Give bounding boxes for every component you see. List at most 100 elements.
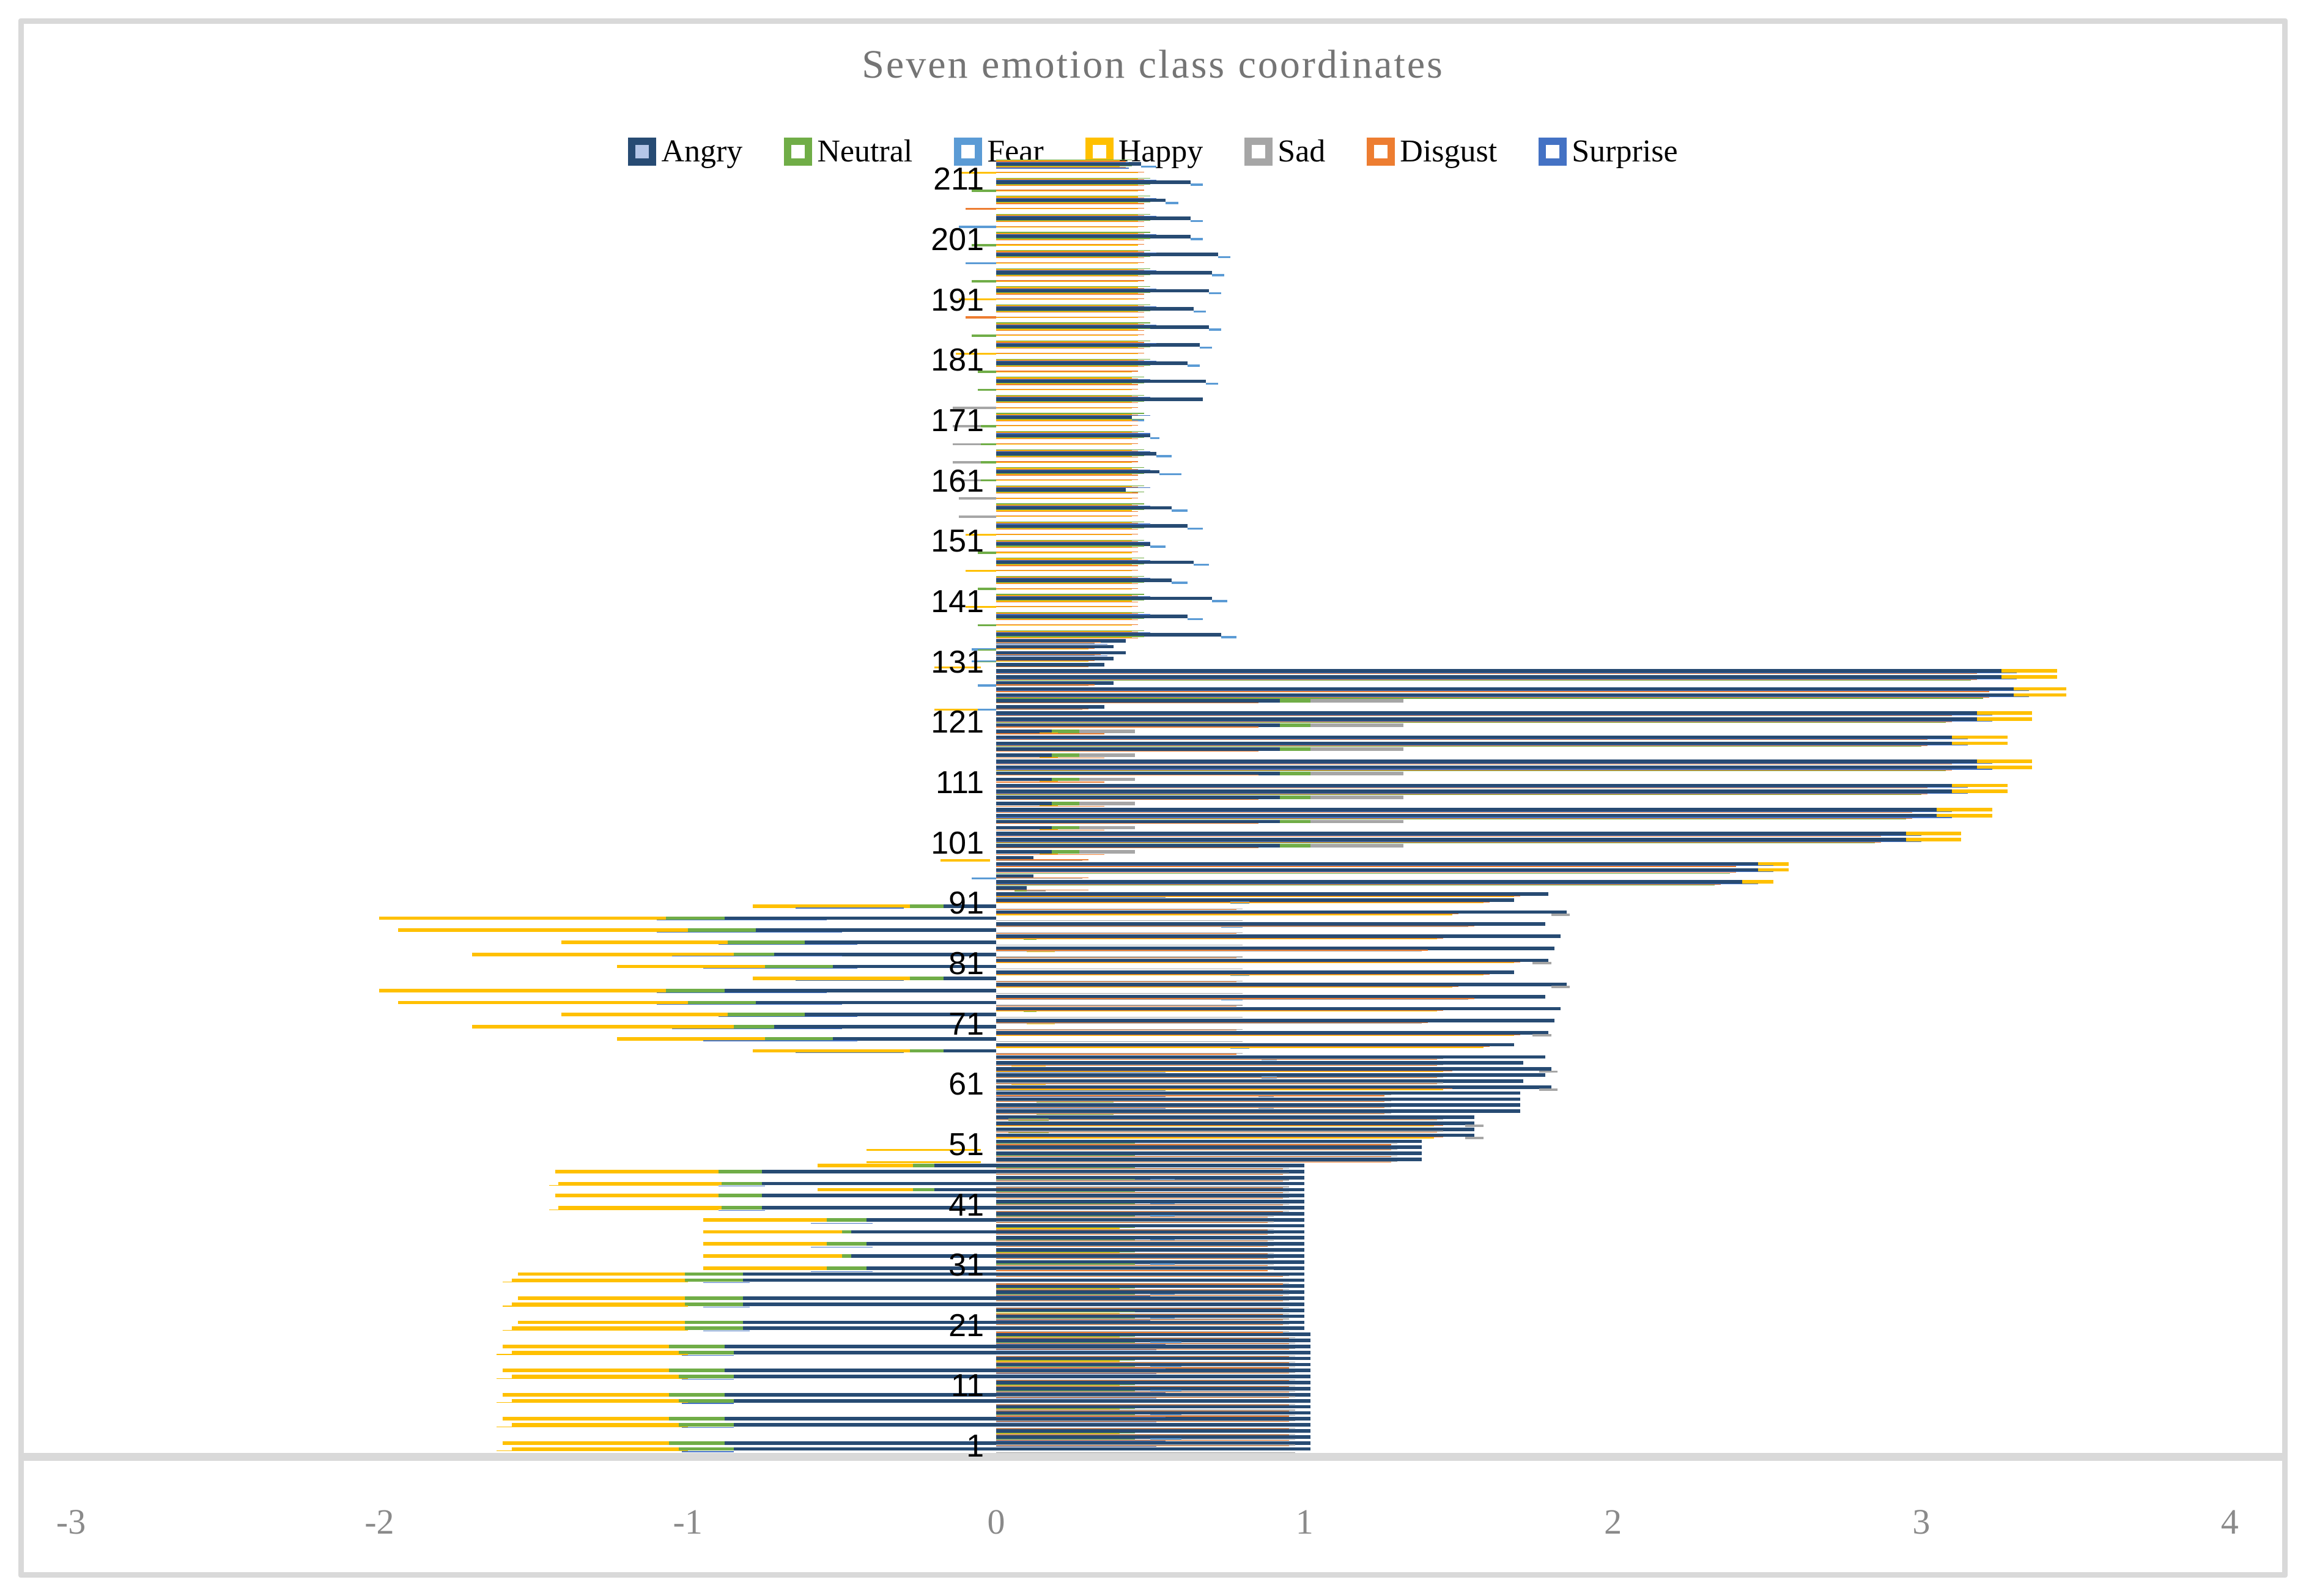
x-tick-label: -2	[364, 1502, 394, 1542]
bar-segment-A	[761, 1206, 1305, 1210]
bar-segment-A	[996, 1362, 1311, 1367]
bar-segment-F	[1221, 636, 1237, 638]
bar-segment-U	[996, 896, 1166, 898]
bar-segment-N	[841, 1230, 851, 1234]
bar-segment-A	[761, 1169, 1305, 1173]
bar-segment-A	[996, 1236, 1305, 1240]
bar-segment-A	[944, 904, 996, 908]
bar-segment-U	[996, 1344, 1166, 1345]
y-tick-label: 71	[948, 1006, 984, 1042]
bar-segment-S	[996, 1186, 1290, 1188]
bar-segment-D	[996, 443, 1138, 444]
bar-segment-D	[996, 1439, 1290, 1441]
bar-segment-D	[996, 1246, 1268, 1247]
bar-segment-N	[678, 1447, 734, 1451]
bar-segment-N	[684, 1278, 744, 1282]
bar-segment-S	[1079, 729, 1135, 733]
bar-segment-A	[743, 1320, 1305, 1324]
bar-segment-A	[996, 1109, 1521, 1113]
bar-segment-D	[996, 565, 1138, 566]
bar-segment-A	[734, 1375, 1311, 1379]
bar-segment-F	[1187, 364, 1200, 367]
bar-segment-U	[703, 1040, 858, 1041]
bar-segment-A	[996, 771, 1280, 775]
bar-segment-N	[909, 977, 944, 980]
bar-segment-A	[996, 855, 1033, 860]
bar-segment-D	[996, 1005, 1237, 1007]
bar-segment-A	[996, 1405, 1311, 1409]
bar-segment-D	[996, 257, 1145, 259]
bar-segment-S	[996, 1299, 1290, 1301]
bar-segment-S	[1079, 777, 1135, 781]
bar-segment-H	[996, 1137, 1435, 1139]
bar-segment-A	[996, 777, 1052, 781]
bar-segment-U	[796, 980, 904, 981]
bar-segment-S	[996, 1228, 1274, 1230]
bar-segment-N	[996, 1227, 1135, 1228]
figure-border	[18, 18, 2288, 1578]
y-tick-label: 81	[948, 945, 984, 981]
bar-segment-F	[1141, 165, 1157, 168]
bar-segment-N	[996, 612, 1145, 613]
x-tick-label: 0	[987, 1502, 1005, 1542]
bar-segment-H	[934, 708, 981, 711]
bar-segment-N	[996, 437, 1145, 438]
bar-segment-U	[996, 161, 1129, 163]
bar-segment-N	[996, 1239, 1135, 1241]
bar-segment-H	[1905, 838, 1962, 842]
bar-segment-H	[996, 1433, 1120, 1434]
bar-segment-S	[1079, 826, 1135, 830]
bar-segment-A	[996, 983, 1567, 986]
legend-item-disgust[interactable]: Disgust	[1367, 133, 1497, 169]
bar-segment-D	[996, 654, 1101, 656]
y-tick-label: 181	[931, 342, 984, 379]
bar-segment-S	[1551, 986, 1570, 988]
bar-segment-N	[826, 1266, 867, 1270]
bar-segment-N	[1051, 753, 1080, 757]
bar-segment-A	[996, 693, 2014, 697]
bar-segment-D	[996, 1107, 1385, 1109]
bar-segment-D	[996, 226, 1145, 227]
bar-segment-U	[996, 763, 1992, 764]
bar-segment-N	[996, 431, 1145, 432]
bar-segment-N	[1051, 850, 1080, 854]
bar-segment-N	[764, 964, 833, 969]
bar-segment-H	[996, 1071, 1444, 1073]
bar-segment-S	[996, 1118, 1444, 1120]
bar-segment-S	[996, 1253, 1274, 1254]
legend-item-surprise[interactable]: Surprise	[1539, 133, 1678, 169]
bar-segment-A	[867, 1242, 1305, 1246]
bar-segment-A	[996, 663, 1104, 667]
bar-segment-H	[996, 914, 1453, 915]
bar-segment-H	[558, 1206, 722, 1210]
bar-segment-H	[549, 1185, 719, 1186]
bar-segment-H	[379, 988, 667, 992]
bar-segment-H	[561, 940, 728, 944]
bar-segment-N	[996, 679, 1971, 681]
legend-item-neutral[interactable]: Neutral	[784, 133, 912, 169]
bar-segment-A	[996, 1031, 1548, 1035]
bar-segment-A	[996, 832, 1906, 836]
bar-segment-S	[1310, 844, 1403, 848]
bar-segment-A	[996, 1314, 1305, 1318]
bar-segment-S	[996, 1017, 1243, 1018]
bar-segment-N	[980, 479, 996, 482]
bar-segment-D	[996, 986, 1459, 987]
bar-segment-H	[558, 1181, 722, 1186]
bar-segment-S	[996, 1337, 1296, 1339]
bar-segment-N	[980, 461, 996, 464]
bar-segment-D	[996, 1270, 1268, 1271]
legend-item-sad[interactable]: Sad	[1244, 133, 1325, 169]
bar-segment-A	[725, 1392, 1311, 1397]
legend-item-angry[interactable]: Angry	[628, 133, 742, 169]
x-tick-label: 2	[1604, 1502, 1622, 1542]
bar-segment-N	[996, 1360, 1135, 1361]
bar-segment-A	[996, 1175, 1305, 1180]
bar-segment-U	[996, 487, 1151, 489]
bar-segment-N	[996, 770, 1946, 771]
bar-segment-A	[996, 1073, 1545, 1077]
bar-segment-S	[1551, 914, 1570, 916]
bar-segment-D	[996, 1222, 1268, 1223]
y-tick-label: 201	[931, 222, 984, 258]
